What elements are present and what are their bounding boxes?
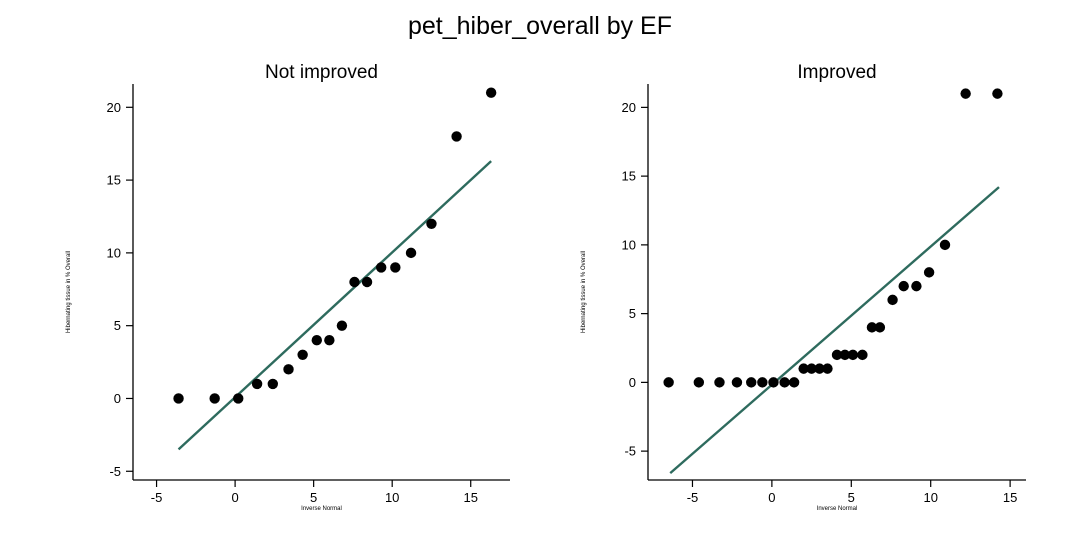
- data-point: [847, 349, 859, 361]
- y-tick-label: -5: [109, 464, 121, 479]
- data-point: [693, 377, 705, 388]
- x-tick-label: 5: [848, 490, 855, 505]
- x-tick-label: 0: [768, 490, 775, 505]
- x-tick-label: 10: [385, 490, 399, 505]
- y-axis-label: Hibernating tissue in % Overall: [581, 251, 587, 333]
- panel-title: Not improved: [265, 62, 378, 83]
- y-tick-label: 10: [622, 237, 636, 252]
- data-point: [349, 276, 360, 288]
- x-axis-label: Inverse Normal: [301, 506, 342, 512]
- data-point: [297, 349, 308, 360]
- y-tick-label: -5: [624, 444, 636, 459]
- data-point: [375, 262, 387, 273]
- data-point: [831, 349, 843, 361]
- data-point: [857, 349, 868, 361]
- data-point: [485, 87, 497, 98]
- data-point: [663, 377, 674, 388]
- data-point: [874, 322, 886, 333]
- y-tick-label: 20: [622, 100, 636, 115]
- y-tick-label: 5: [114, 318, 121, 333]
- data-point: [173, 393, 184, 404]
- data-point: [806, 363, 817, 374]
- data-point: [251, 378, 263, 390]
- data-point: [451, 131, 462, 142]
- data-point: [923, 267, 935, 278]
- y-tick-label: 10: [107, 245, 121, 260]
- x-tick-label: 10: [923, 490, 937, 505]
- panel-title: Improved: [797, 62, 876, 83]
- y-tick-label: 15: [107, 173, 121, 188]
- data-point: [336, 320, 348, 331]
- y-tick-label: 0: [629, 375, 636, 390]
- data-point: [233, 393, 244, 404]
- data-point: [283, 364, 294, 375]
- data-point: [814, 363, 825, 374]
- figure-title: pet_hiber_overall by EF: [407, 12, 673, 40]
- x-tick-label: 15: [1003, 490, 1017, 505]
- data-point: [390, 262, 401, 273]
- data-point: [939, 239, 951, 251]
- reference-line: [669, 186, 1000, 475]
- data-point: [714, 377, 725, 388]
- data-point: [788, 377, 800, 388]
- data-point: [267, 378, 279, 390]
- data-point: [839, 349, 851, 361]
- data-point: [746, 377, 757, 388]
- reference-line: [177, 160, 492, 451]
- data-point: [798, 363, 809, 374]
- data-point: [779, 377, 790, 388]
- x-tick-label: 0: [231, 490, 238, 505]
- x-tick-label: -5: [687, 490, 699, 505]
- y-tick-label: 5: [629, 306, 636, 321]
- panel-not-improved: Not improved -5 0 5 10 15 20 -5 0 5 10 15 Inverse No…: [66, 62, 510, 512]
- x-tick-label: -5: [151, 490, 163, 505]
- data-point: [887, 294, 898, 306]
- data-point: [361, 276, 373, 288]
- y-axis-label: Hibernating tissue in % Overall: [66, 251, 72, 333]
- y-tick-label: 20: [107, 100, 121, 115]
- data-point: [311, 335, 322, 346]
- data-point: [209, 393, 220, 404]
- data-point: [866, 322, 878, 333]
- y-tick-label: 15: [622, 169, 636, 184]
- data-point: [757, 377, 768, 388]
- data-point: [960, 88, 971, 99]
- data-point: [731, 377, 743, 388]
- data-point: [898, 280, 909, 292]
- y-tick-label: 0: [114, 391, 121, 406]
- data-point: [768, 377, 779, 388]
- panel-improved: Improved -5 0 5 10 15 20 -5 0 5 10 15 Inverse Normal…: [581, 62, 1026, 512]
- data-point: [324, 335, 335, 346]
- x-axis-label: Inverse Normal: [817, 506, 858, 512]
- data-point: [992, 88, 1003, 99]
- x-tick-label: 5: [310, 490, 317, 505]
- data-point: [405, 247, 417, 259]
- x-tick-label: 15: [463, 490, 477, 505]
- data-point: [822, 363, 833, 374]
- data-point: [911, 280, 922, 292]
- data-point: [426, 218, 437, 229]
